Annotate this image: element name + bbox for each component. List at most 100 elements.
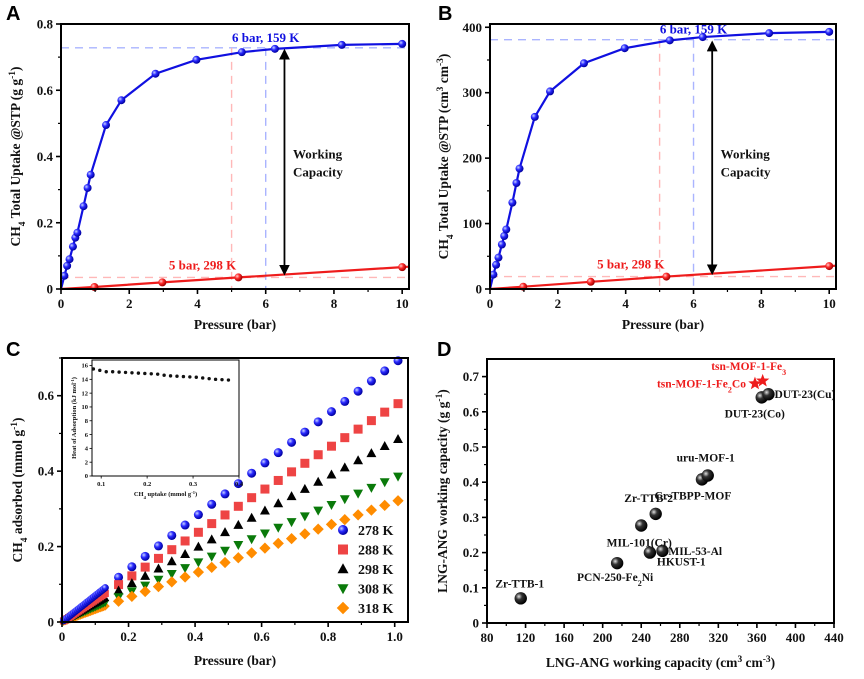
x-tick-label: 0.4 [187, 629, 204, 644]
data-point-288K [153, 553, 163, 563]
data-point-318K [112, 595, 125, 607]
data-point-278K [273, 448, 283, 458]
x-tick-label: 0.8 [320, 629, 337, 644]
data-point-278K [300, 427, 310, 437]
data-point-288K [207, 519, 217, 529]
plot-frame [489, 23, 837, 290]
data-point-308K [259, 529, 270, 539]
x-tick-label: 2 [126, 296, 133, 311]
annotation-working: Working [721, 147, 771, 162]
text-span: 2 [638, 579, 642, 588]
text-span: ) [10, 418, 25, 423]
text-span: ) [435, 389, 450, 394]
data-point-159K [497, 240, 506, 249]
data-point-288K [353, 424, 363, 434]
legend-label-278K: 278 K [358, 524, 394, 539]
inset-data-point [168, 374, 173, 378]
y-tick-label: 0.7 [463, 369, 480, 384]
data-point-318K [285, 532, 298, 545]
inset-data-point [143, 371, 147, 376]
legend-marker-308K [337, 584, 349, 595]
data-point-318K [352, 509, 364, 521]
panel-letter-b: B [438, 3, 452, 25]
data-point-308K [180, 564, 191, 574]
y-tick-label: 0.3 [463, 510, 480, 525]
data-point-298K [379, 441, 390, 451]
x-tick-label: 80 [481, 630, 494, 645]
text-span: -3 [763, 655, 771, 665]
data-point-159K [765, 29, 774, 38]
data-point-278K [207, 499, 217, 509]
data-point-zr-ttb-1 [514, 592, 527, 605]
text-span: 3 [782, 367, 786, 376]
data-point-278K [353, 386, 363, 396]
point-label-zr-ttb-2: Zr-TTB-2 [624, 493, 673, 505]
data-point-159K [620, 44, 629, 53]
data-point-159K [546, 87, 555, 96]
x-tick-label: 0 [487, 296, 494, 311]
data-point-159K [151, 69, 160, 78]
data-point-318K [272, 537, 284, 549]
data-point-308K [326, 500, 337, 510]
data-point-159K [500, 232, 509, 240]
data-point-318K [179, 571, 191, 583]
inset-x-tick-label: 0.4 [235, 481, 244, 488]
text-span: 4 [144, 495, 147, 500]
data-point-288K [193, 527, 203, 537]
point-label-zr-ttb-1: Zr-TTB-1 [495, 578, 544, 590]
data-point-298K [586, 277, 595, 286]
text-span: PCN-250-Fe [577, 572, 638, 584]
text-span: Total Uptake @STP (g g [8, 79, 23, 222]
legend-label-298K: 298 K [358, 563, 394, 578]
inset-y-tick-label: 16 [82, 363, 89, 370]
inset-y-tick-label: 6 [85, 432, 89, 439]
inset-y-tick-label: 10 [82, 404, 89, 411]
text-span: Heat of Adsorption (kJ mol [71, 383, 78, 459]
data-point-pcn-250-fe2ni [610, 556, 624, 570]
data-point-298K [339, 462, 350, 472]
data-point-318K [299, 528, 311, 540]
text-span: Co [732, 379, 746, 391]
data-point-288K [220, 510, 230, 520]
data-point-278K [127, 562, 137, 572]
data-point-159K [512, 179, 521, 187]
data-point-159K [270, 44, 279, 53]
data-point-308K [353, 489, 364, 499]
data-point-159K [489, 270, 498, 279]
y-tick-label: 0.6 [38, 388, 55, 403]
inset-y-axis-title: Heat of Adsorption (kJ mol-1) [70, 377, 79, 459]
point-label-mil-101-cr-: MIL-101(Cr) [607, 537, 672, 549]
data-point-288K [326, 441, 336, 451]
panel-letter-d: D [437, 339, 451, 361]
data-point-159K [825, 27, 834, 36]
data-point-288K [393, 399, 403, 409]
data-point-278K [114, 572, 124, 582]
y-axis-title: LNG-ANG working capacity (g g-1) [435, 389, 450, 593]
data-point-288K [273, 475, 283, 485]
y-tick-label: 0.6 [37, 83, 54, 98]
data-point-298K [398, 263, 407, 272]
data-point-278K [287, 437, 297, 447]
x-tick-label: 10 [396, 296, 409, 311]
data-point-278K [140, 551, 150, 561]
y-tick-label: 300 [463, 85, 483, 100]
y-tick-label: 0 [48, 615, 55, 630]
data-point-308K [366, 483, 377, 493]
inset-data-point [181, 374, 186, 379]
data-point-278K [180, 520, 190, 530]
text-span: CH [134, 491, 144, 498]
data-point-298K [313, 476, 324, 486]
y-tick-label: 100 [463, 216, 483, 231]
data-point-159K [60, 271, 69, 280]
inset-data-point [207, 376, 211, 381]
legend-label-308K: 308 K [358, 583, 394, 598]
data-point-159K [73, 228, 82, 237]
data-point-278K [193, 510, 203, 520]
x-tick-label: 6 [262, 296, 269, 311]
data-point-318K [152, 581, 165, 593]
text-span: CH [8, 226, 23, 247]
text-span: tsn-MOF-1-Fe [711, 361, 782, 373]
inset-y-tick-label: 8 [85, 418, 89, 425]
y-tick-label: 0.2 [463, 545, 479, 560]
data-point-159K [79, 202, 88, 211]
